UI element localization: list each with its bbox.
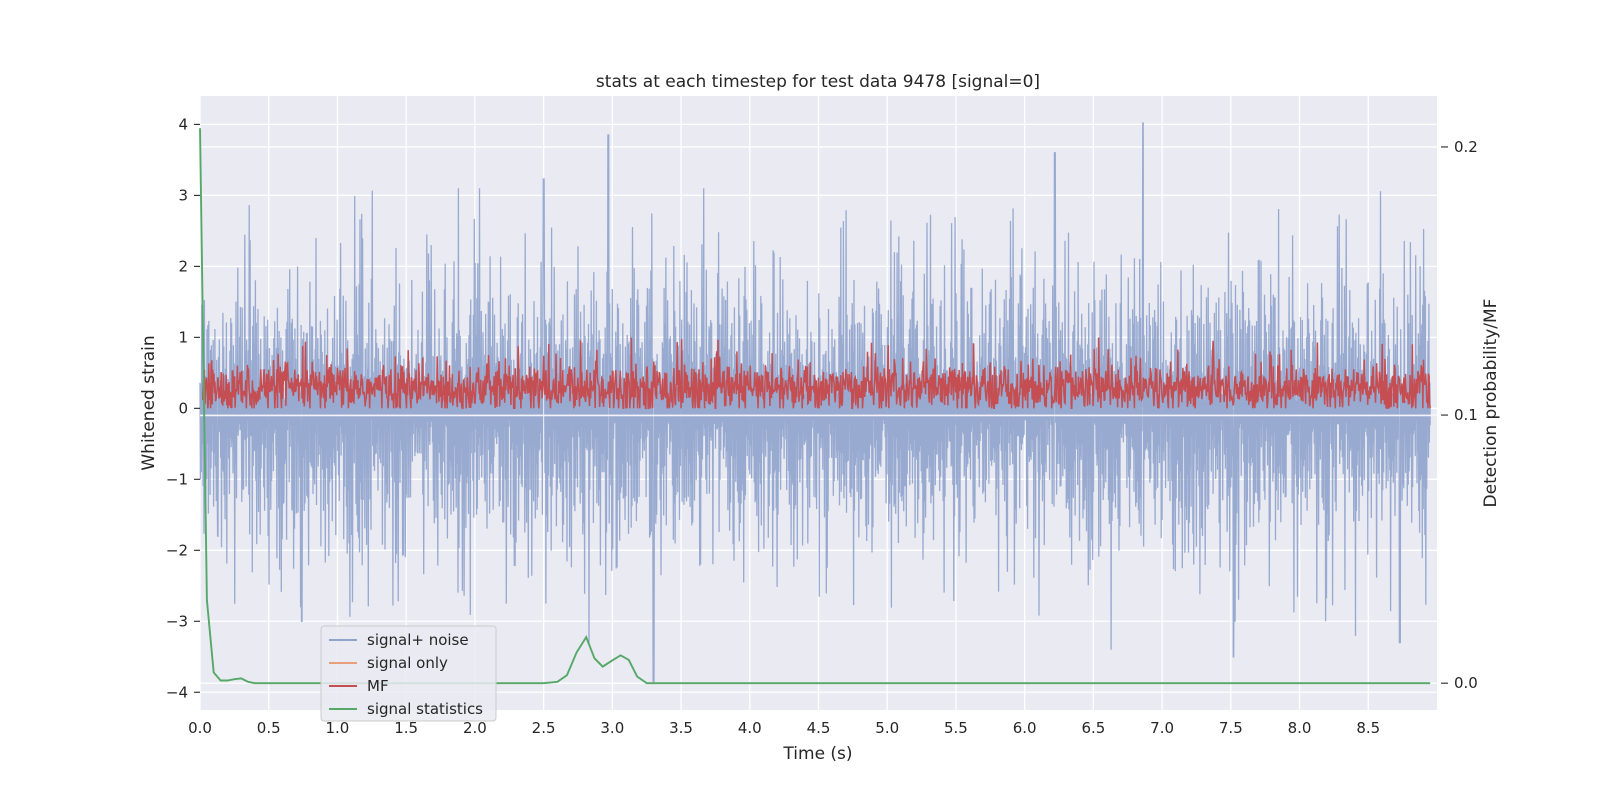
legend-item-label: signal only (367, 654, 448, 672)
x-tick-label: 7.0 (1150, 719, 1174, 737)
x-tick-label: 3.0 (600, 719, 624, 737)
y-tick-label: 4 (178, 115, 188, 133)
x-tick-label: 5.5 (944, 719, 968, 737)
x-tick-label: 6.5 (1081, 719, 1105, 737)
axes: 0.0 0.5 1.0 1.5 2.0 2.5 3.0 3.5 4.0 4.5 5.0 5.5 6.0 6… (166, 115, 1478, 737)
plot-area (199, 122, 1437, 685)
x-tick-label: 6.0 (1013, 719, 1037, 737)
y-right-tick-label: 0.0 (1454, 674, 1478, 692)
x-tick-label: 3.5 (669, 719, 693, 737)
x-tick-label: 4.5 (807, 719, 831, 737)
x-axis-label: Time (s) (782, 744, 852, 764)
x-tick-label: 0.5 (257, 719, 281, 737)
x-tick-label: 2.0 (463, 719, 487, 737)
y-tick-label: 0 (178, 399, 188, 417)
y-tick-label: −2 (166, 541, 188, 559)
x-tick-label: 4.0 (738, 719, 762, 737)
x-tick-label: 8.5 (1356, 719, 1380, 737)
y-tick-label: −1 (166, 470, 188, 488)
y-axis-label: Whitened strain (139, 335, 159, 470)
y-tick-label: −4 (166, 683, 188, 701)
y-tick-label: 1 (178, 328, 188, 346)
legend: signal+ noise signal only MF signal statist… (320, 625, 497, 722)
x-tick-label: 8.0 (1288, 719, 1312, 737)
y-right-tick-label: 0.1 (1454, 406, 1478, 424)
y-axis-right-label: Detection probability/MF (1481, 299, 1501, 508)
legend-box (320, 625, 497, 722)
x-tick-label: 7.5 (1219, 719, 1243, 737)
series-mf-line (201, 337, 1431, 410)
series-signal-statistics-line (199, 128, 1431, 685)
x-tick-label: 0.0 (188, 719, 212, 737)
x-tick-label: 1.0 (326, 719, 350, 737)
y-tick-label: 2 (178, 257, 188, 275)
legend-item-label: signal+ noise (367, 631, 469, 649)
y-tick-label: 3 (178, 186, 188, 204)
y-tick-label: −3 (166, 612, 188, 630)
legend-item-label: MF (367, 677, 389, 695)
x-tick-label: 5.0 (875, 719, 899, 737)
legend-item-label: signal statistics (367, 700, 483, 718)
x-tick-label: 2.5 (532, 719, 556, 737)
x-tick-label: 1.5 (394, 719, 418, 737)
chart-title: stats at each timestep for test data 947… (596, 72, 1040, 92)
y-right-tick-label: 0.2 (1454, 138, 1478, 156)
